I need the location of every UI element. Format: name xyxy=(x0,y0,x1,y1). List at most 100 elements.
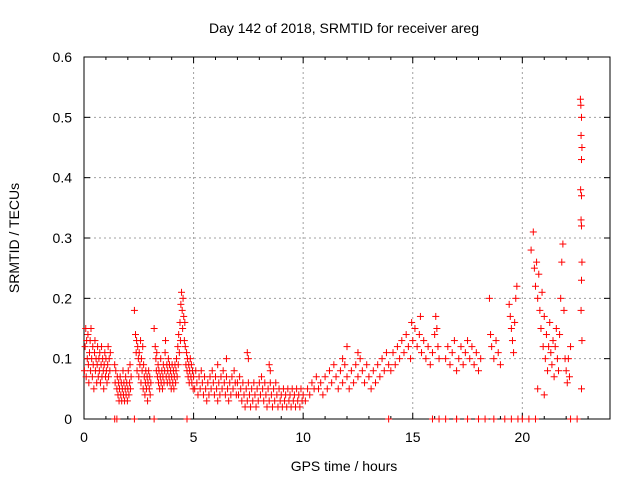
data-point xyxy=(319,391,327,399)
data-point xyxy=(428,349,436,357)
data-point xyxy=(507,415,515,423)
data-point xyxy=(363,361,371,369)
data-point xyxy=(538,288,546,296)
data-point xyxy=(341,361,349,369)
data-point xyxy=(459,361,467,369)
data-point xyxy=(299,391,307,399)
data-point xyxy=(179,294,187,302)
data-point xyxy=(435,355,443,363)
data-point xyxy=(442,355,450,363)
data-point xyxy=(179,325,187,332)
data-point xyxy=(158,385,166,393)
data-point xyxy=(252,403,260,411)
data-point xyxy=(387,367,395,375)
data-point xyxy=(512,294,520,302)
data-point xyxy=(422,355,430,363)
y-tick-label: 0.1 xyxy=(53,351,73,367)
data-point xyxy=(550,373,558,381)
data-point xyxy=(513,282,521,290)
data-point xyxy=(173,373,181,381)
data-point xyxy=(475,367,482,375)
data-point xyxy=(297,385,305,393)
data-point xyxy=(172,379,180,387)
data-point xyxy=(272,379,280,387)
data-point xyxy=(243,349,251,357)
data-point xyxy=(150,415,158,423)
data-point xyxy=(492,337,500,345)
data-point xyxy=(542,331,550,339)
chart-title: Day 142 of 2018, SRMTID for receiver are… xyxy=(209,20,479,36)
data-point xyxy=(477,355,485,363)
data-point xyxy=(183,349,191,357)
x-axis-label: GPS time / hours xyxy=(291,458,398,474)
data-point xyxy=(577,101,585,109)
y-tick-labels: 0 0.1 0.2 0.3 0.4 0.5 0.6 xyxy=(53,49,73,427)
data-point xyxy=(315,385,323,393)
data-point xyxy=(457,343,465,351)
data-point xyxy=(382,349,390,357)
data-point xyxy=(111,361,119,369)
data-point xyxy=(82,373,90,381)
data-point xyxy=(540,391,548,399)
data-point xyxy=(151,343,159,351)
data-point xyxy=(308,379,316,387)
data-point xyxy=(352,361,360,369)
data-point xyxy=(433,325,441,332)
data-point xyxy=(505,300,513,308)
x-tick-labels: 0 5 10 15 20 xyxy=(80,429,530,445)
data-point xyxy=(530,264,538,272)
y-tick-label: 0.2 xyxy=(53,290,73,306)
data-point xyxy=(536,306,544,314)
y-tick-label: 0.5 xyxy=(53,109,73,125)
data-point xyxy=(472,349,480,357)
data-point xyxy=(84,331,92,339)
data-point xyxy=(420,337,428,345)
data-point xyxy=(548,361,556,369)
data-point xyxy=(553,355,561,363)
data-point xyxy=(446,361,454,369)
data-point xyxy=(145,367,153,375)
data-point xyxy=(145,385,153,393)
data-point xyxy=(541,355,549,363)
data-point xyxy=(464,337,472,345)
data-point xyxy=(369,367,377,375)
data-point xyxy=(464,415,472,423)
data-point xyxy=(578,144,586,151)
data-point xyxy=(236,373,244,381)
data-point xyxy=(385,361,393,369)
data-point xyxy=(444,343,452,351)
data-point xyxy=(330,361,338,369)
data-point xyxy=(531,415,539,423)
data-point xyxy=(296,403,304,411)
data-point xyxy=(301,397,309,405)
data-point xyxy=(343,373,351,381)
data-point xyxy=(181,318,189,326)
data-point xyxy=(356,355,364,363)
data-point xyxy=(578,113,586,121)
data-point xyxy=(578,156,586,164)
data-point xyxy=(214,361,222,369)
data-point xyxy=(174,361,182,369)
data-point xyxy=(183,415,191,423)
data-point xyxy=(203,397,211,405)
data-point xyxy=(565,373,573,381)
data-point xyxy=(339,379,347,387)
data-point xyxy=(325,367,333,375)
data-point xyxy=(175,331,183,339)
data-point xyxy=(413,343,421,351)
data-point xyxy=(214,397,222,405)
data-point xyxy=(511,318,519,326)
data-point xyxy=(105,373,113,381)
data-point xyxy=(535,270,543,278)
data-point xyxy=(208,367,216,375)
y-tick-label: 0.4 xyxy=(53,170,73,186)
data-point xyxy=(123,397,131,405)
data-point xyxy=(170,385,178,393)
data-point xyxy=(407,355,415,363)
data-point xyxy=(150,325,158,332)
data-point xyxy=(455,355,463,363)
x-tick-label: 5 xyxy=(190,429,198,445)
data-point xyxy=(180,312,188,320)
data-point xyxy=(468,343,476,351)
